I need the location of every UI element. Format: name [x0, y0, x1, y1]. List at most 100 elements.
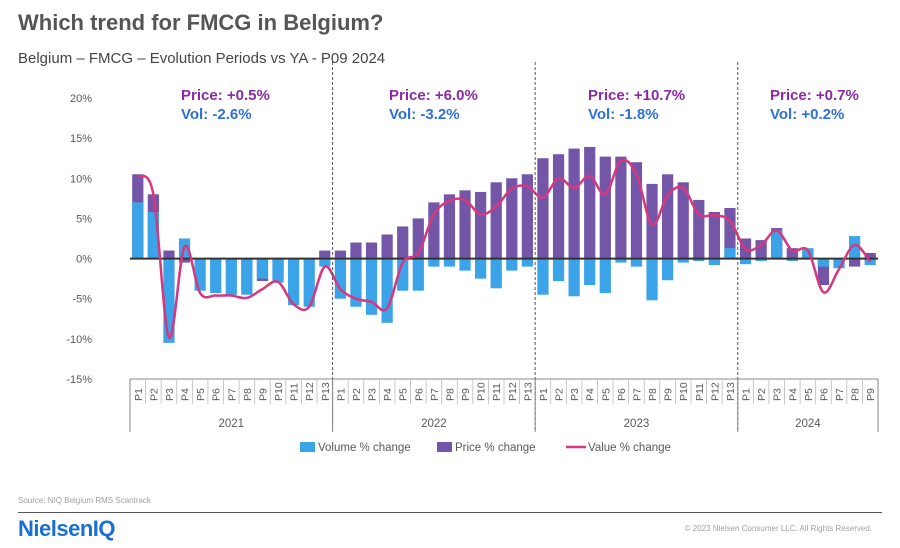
- period-label: P4: [787, 388, 799, 401]
- price-annotation: Price: +0.5%: [181, 87, 270, 104]
- volume-bar: [537, 258, 549, 295]
- y-tick-label: 15%: [70, 133, 92, 145]
- period-label: P2: [351, 388, 363, 401]
- period-label: P11: [694, 383, 706, 401]
- y-tick-label: 0%: [76, 254, 92, 266]
- year-label: 2021: [218, 418, 244, 430]
- period-label: P8: [242, 388, 254, 401]
- source-note: Source: NIQ Belgium RMS Scantrack: [18, 496, 151, 505]
- volume-bar: [771, 230, 783, 259]
- volume-bar: [615, 258, 627, 263]
- volume-annotation: Vol: -1.8%: [588, 106, 659, 123]
- period-label: P7: [834, 388, 846, 401]
- price-bar: [334, 250, 346, 259]
- period-label: P8: [850, 388, 862, 401]
- period-label: P10: [273, 382, 285, 401]
- price-bar: [381, 234, 393, 259]
- volume-bar: [475, 258, 487, 279]
- period-label: P7: [226, 388, 238, 401]
- price-bar: [459, 190, 471, 259]
- legend-label: Value % change: [588, 442, 671, 454]
- volume-bar: [708, 258, 720, 265]
- period-label: P6: [818, 388, 830, 401]
- price-bar: [646, 183, 658, 259]
- price-bar: [350, 242, 362, 259]
- price-bar: [662, 174, 674, 259]
- volume-bar: [210, 258, 222, 294]
- volume-bar: [755, 258, 767, 261]
- value-change-line: [136, 158, 872, 339]
- year-label: 2024: [795, 418, 821, 430]
- period-label: P2: [756, 388, 768, 401]
- volume-bar: [303, 258, 315, 307]
- period-label: P8: [647, 388, 659, 401]
- price-bar: [428, 202, 440, 259]
- period-label: P1: [133, 388, 145, 401]
- period-label: P4: [180, 388, 192, 401]
- period-label: P3: [367, 388, 379, 401]
- volume-bar: [693, 258, 705, 261]
- volume-bar: [506, 258, 518, 271]
- volume-bar: [334, 258, 346, 299]
- price-bar: [615, 156, 627, 259]
- legend-label: Volume % change: [318, 442, 411, 454]
- volume-annotation: Vol: -2.6%: [181, 106, 252, 123]
- period-label: P11: [491, 383, 503, 401]
- period-label: P1: [741, 388, 753, 401]
- volume-bar: [272, 258, 284, 283]
- volume-bar: [662, 258, 674, 281]
- price-bar: [178, 258, 191, 263]
- chart-subtitle: Belgium – FMCG – Evolution Periods vs YA…: [18, 50, 386, 67]
- volume-bar: [724, 248, 736, 259]
- y-tick-label: 10%: [70, 173, 92, 185]
- period-label: P4: [382, 388, 394, 401]
- period-label: P4: [585, 388, 597, 401]
- volume-bar: [833, 258, 845, 269]
- y-tick-label: -10%: [66, 334, 92, 346]
- period-label: P3: [772, 388, 784, 401]
- volume-bar: [412, 258, 424, 291]
- period-label: P11: [289, 383, 301, 401]
- price-bar: [708, 212, 720, 259]
- y-tick-label: -15%: [66, 374, 92, 386]
- price-bar: [506, 178, 518, 259]
- price-bar: [864, 252, 876, 259]
- price-bar: [755, 240, 767, 259]
- price-annotation: Price: +0.7%: [770, 87, 859, 104]
- price-bar: [521, 174, 533, 259]
- volume-bar: [817, 258, 830, 267]
- volume-bar: [786, 258, 798, 261]
- price-bar: [568, 148, 580, 259]
- footer-divider: [18, 512, 882, 513]
- volume-bar: [428, 258, 440, 267]
- price-bar: [630, 162, 643, 259]
- period-label: P9: [865, 388, 877, 401]
- year-label: 2022: [421, 418, 447, 430]
- price-annotation: Price: +10.7%: [588, 87, 685, 104]
- volume-bar: [849, 236, 861, 259]
- period-label: P1: [538, 388, 550, 401]
- volume-bar: [288, 258, 300, 306]
- period-label: P12: [507, 382, 519, 401]
- price-bar: [537, 158, 549, 259]
- volume-bar: [599, 258, 611, 294]
- price-bar: [552, 154, 565, 259]
- period-label: P8: [444, 388, 456, 401]
- price-bar: [475, 191, 487, 259]
- period-label: P13: [320, 382, 332, 401]
- volume-bar: [739, 258, 752, 265]
- volume-bar: [241, 258, 253, 295]
- volume-bar: [521, 258, 533, 267]
- price-bar: [584, 146, 596, 259]
- period-label: P12: [304, 382, 316, 401]
- volume-bar: [319, 258, 331, 267]
- volume-bar: [443, 258, 456, 267]
- volume-bar: [163, 258, 175, 343]
- price-annotation: Price: +6.0%: [389, 87, 478, 104]
- price-bar: [817, 258, 830, 286]
- period-label: P5: [195, 388, 207, 401]
- y-tick-label: 5%: [76, 213, 92, 225]
- period-label: P13: [725, 382, 737, 401]
- volume-bar: [490, 258, 502, 289]
- volume-bar: [552, 258, 565, 282]
